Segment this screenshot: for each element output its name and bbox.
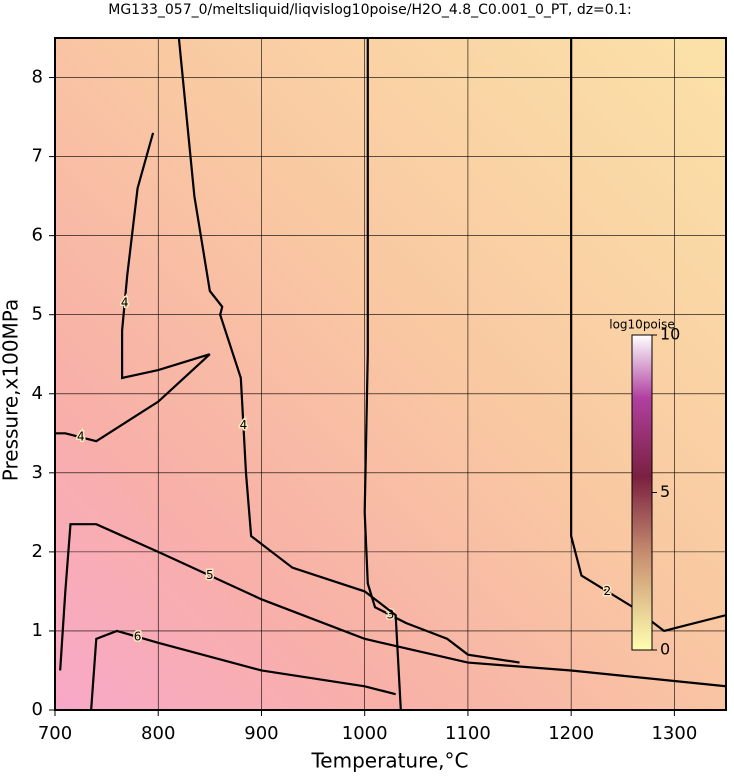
colorbar-label: log10poise bbox=[609, 318, 675, 332]
contour-label: 3 bbox=[387, 608, 395, 622]
y-tick-label: 1 bbox=[32, 620, 43, 641]
contour-line bbox=[55, 353, 211, 443]
plot-area: 2 3 4 4 4 5 6 bbox=[55, 38, 726, 710]
x-tick-label: 1100 bbox=[445, 723, 491, 744]
contour-label: 4 bbox=[240, 418, 248, 432]
x-tick-label: 800 bbox=[141, 723, 175, 744]
contour-line bbox=[363, 38, 520, 664]
axes: 700 800 900 1000 1100 1200 1300 0 1 2 3 4 5 6 7 8 bbox=[32, 67, 698, 744]
plot-frame bbox=[54, 37, 727, 711]
colorbar-tick-label: 5 bbox=[660, 482, 670, 501]
y-axis-label: Pressure,x100MPa bbox=[0, 299, 23, 481]
contour-line bbox=[90, 629, 396, 710]
x-tick-label: 1000 bbox=[342, 723, 388, 744]
contour-label: 5 bbox=[206, 568, 214, 582]
x-tick-label: 900 bbox=[244, 723, 278, 744]
contour-label: 6 bbox=[134, 629, 142, 643]
colorbar-tick-label: 10 bbox=[660, 325, 680, 344]
y-tick-label: 3 bbox=[32, 462, 43, 483]
y-tick-label: 7 bbox=[32, 146, 43, 167]
y-tick-label: 5 bbox=[32, 304, 43, 325]
x-axis-label: Temperature,°C bbox=[310, 749, 468, 773]
contour-line bbox=[570, 38, 726, 633]
colorbar-scale bbox=[631, 334, 653, 651]
contour-line bbox=[177, 38, 402, 710]
plot-background bbox=[55, 38, 726, 710]
contour-line bbox=[59, 523, 726, 688]
contour-label: 4 bbox=[77, 430, 85, 444]
x-tick-label: 700 bbox=[38, 723, 72, 744]
chart-title: MG133_057_0/meltsliquid/liqvislog10poise… bbox=[108, 2, 632, 18]
y-tick-label: 6 bbox=[32, 225, 43, 246]
y-tick-label: 0 bbox=[32, 699, 43, 720]
y-tick-label: 8 bbox=[32, 67, 43, 88]
contour-label: 2 bbox=[603, 584, 611, 598]
x-tick-label: 1300 bbox=[651, 723, 697, 744]
contour-line bbox=[121, 132, 211, 380]
x-tick-label: 1200 bbox=[548, 723, 594, 744]
y-tick-label: 2 bbox=[32, 541, 43, 562]
y-tick-label: 4 bbox=[32, 383, 43, 404]
colorbar: log10poise 0 5 10 bbox=[609, 318, 680, 659]
colorbar-tick-label: 0 bbox=[660, 640, 670, 659]
contour-label: 4 bbox=[121, 295, 129, 309]
